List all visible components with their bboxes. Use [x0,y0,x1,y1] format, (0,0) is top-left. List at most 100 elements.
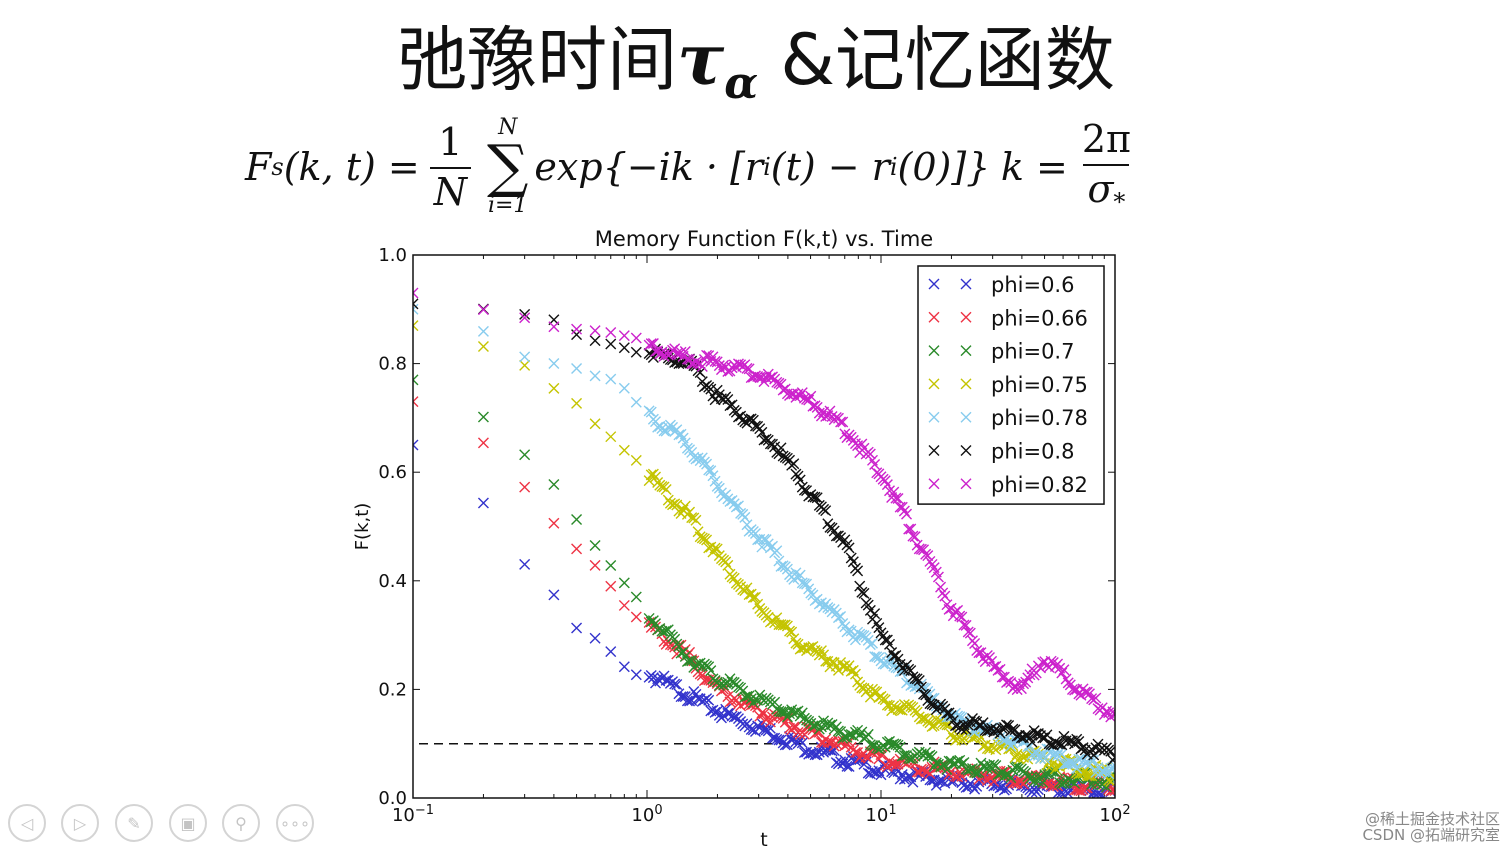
series-phi=0.82 [413,287,1115,723]
data-point [618,577,630,589]
data-point [630,454,642,466]
data-point [862,728,874,740]
data-point [749,528,761,540]
data-point [958,619,970,631]
sum-upper-limit: N [498,115,518,141]
data-point [856,726,868,738]
data-point [922,550,934,562]
data-point [920,689,932,701]
data-point [701,534,713,546]
zoom-icon[interactable]: ⚲ [222,804,260,842]
data-point [922,750,934,762]
data-point [1109,784,1115,796]
data-point [939,590,951,602]
data-point [1073,736,1085,748]
data-point [849,634,861,646]
data-point [852,565,864,577]
data-point [703,464,715,476]
data-point [932,701,944,713]
legend-marker [960,378,972,390]
data-point [847,556,859,568]
data-point [694,367,706,379]
data-point [892,703,904,715]
data-point [1107,784,1115,796]
data-point [896,750,908,762]
prev-slide-icon[interactable]: ◁ [8,804,46,842]
data-point [969,638,981,650]
data-point [888,486,900,498]
data-point [548,321,560,333]
data-point [788,721,800,733]
formula-frac-den-text: N [433,170,467,214]
data-point [1086,789,1098,798]
data-point [932,571,944,583]
data-point [548,517,560,529]
data-point [869,651,881,663]
data-point [926,750,938,762]
data-point [805,390,817,402]
data-point [1030,746,1042,758]
pen-tool-icon[interactable]: ✎ [115,804,153,842]
data-point [630,611,642,623]
data-point [811,492,823,504]
formula-frac-den: N [429,167,471,214]
data-point [809,491,821,503]
data-point [843,624,855,636]
legend-marker [960,345,972,357]
legend-label: phi=0.75 [991,373,1088,397]
data-point [918,688,930,700]
data-point [413,439,419,451]
data-point [779,739,791,751]
data-point [807,491,819,503]
data-point [781,711,793,723]
data-point [926,558,938,570]
data-point [732,500,744,512]
data-point [1083,770,1095,782]
data-point [756,707,768,719]
data-point [890,759,902,771]
data-point [977,717,989,729]
data-point [548,357,560,369]
data-point [1009,761,1021,773]
data-point [915,713,927,725]
data-point [571,543,583,555]
slide-overview-icon[interactable]: ▣ [169,804,207,842]
data-point [871,742,883,754]
y-tick-label: 0.8 [378,354,407,375]
data-point [519,308,531,320]
data-point [722,559,734,571]
data-point [901,508,913,520]
data-point [675,691,687,703]
data-point [548,589,560,601]
data-point [519,449,531,461]
data-point [571,363,583,375]
data-point [477,411,489,423]
formula-body-sub2: i [889,153,898,181]
data-point [818,601,830,613]
more-options-icon[interactable]: ∘∘∘ [276,804,314,842]
data-point [794,569,806,581]
data-point [413,303,419,315]
slide-title-prefix: 弛豫时间 [397,19,678,101]
data-point [747,592,759,604]
series-phi=0.75 [413,320,1115,787]
y-tick-label: 0.6 [378,462,407,483]
data-point [1056,748,1068,760]
data-point [969,766,981,778]
data-point [630,332,642,344]
data-point [749,591,761,603]
next-slide-icon[interactable]: ▷ [61,804,99,842]
legend-marker [928,445,940,456]
legend-label: phi=0.6 [991,273,1074,297]
data-point [837,416,849,428]
series-phi=0.8 [413,298,1115,766]
data-point [856,586,868,598]
data-point [571,622,583,634]
data-point [589,370,601,382]
data-point [726,710,738,722]
y-tick-label: 0.4 [378,571,407,592]
data-point [571,329,583,341]
data-point [903,752,915,764]
formula-sum: N ∑ i=1 [487,117,528,216]
